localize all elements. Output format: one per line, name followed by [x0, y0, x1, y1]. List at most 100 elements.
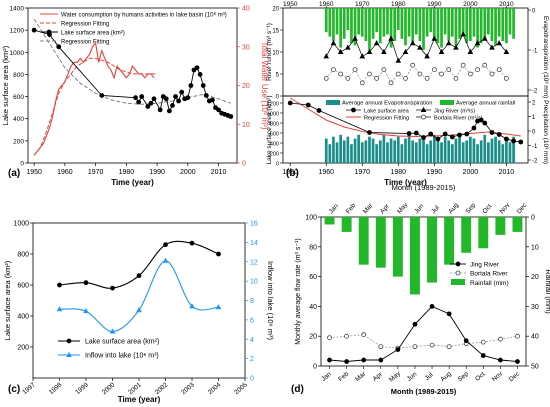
panel-b-jing-line — [325, 33, 507, 62]
panel-b-bortala-point — [503, 76, 509, 81]
panel-b-bortala-point — [374, 76, 380, 81]
panel-a-ytick-right-label: 20 — [242, 83, 250, 90]
panel-c-inflow-point — [83, 308, 89, 314]
panel-b-jing-point — [409, 40, 416, 46]
panel-d-top-month: Jan — [328, 202, 340, 215]
panel-c-legend-label: Lake surface area (km²) — [85, 339, 159, 346]
panel-b-legend-label: Bortala River (m³/s) — [434, 115, 483, 121]
panel-d-jing-point — [327, 357, 332, 363]
panel-c-area-point — [216, 251, 221, 257]
panel-b-jing-point — [431, 35, 438, 41]
panel-b-rainfall-bar — [458, 8, 461, 39]
panel-b-bortala-point — [381, 67, 387, 72]
panel-b-area-point — [457, 132, 462, 138]
panel-b-right-lower-tick-label: 0 — [532, 130, 536, 136]
panel-b-evap-bar — [440, 142, 443, 163]
panel-c-area-line — [59, 240, 219, 289]
panel-b-rainfall-bar — [429, 8, 433, 33]
panel-b-fit-line — [289, 97, 521, 138]
panel-b-jing-point — [373, 40, 380, 46]
panel-a-area-point — [99, 93, 105, 98]
panel-b-evap-bar — [512, 136, 515, 163]
panel-b-rainfall-bar — [512, 8, 515, 39]
panel-b-rainfall-bar — [378, 8, 382, 44]
panel-b-evap-bar — [465, 140, 469, 163]
panel-b-area-point — [287, 100, 293, 106]
panel-d-rainfall-bar — [341, 217, 352, 232]
panel-b-jing-point — [359, 53, 366, 59]
panel-d-legend-marker — [455, 261, 461, 267]
panel-b-top-tick-label: 1970 — [355, 1, 370, 8]
panel-b-jing-point — [424, 53, 430, 59]
panel-a-area-point — [163, 96, 169, 102]
panel-b-bortala-point — [345, 76, 351, 81]
panel-b-rainfall-bar — [479, 8, 483, 44]
panel-b-area-point — [442, 131, 448, 137]
panel-b-jing-point — [453, 44, 459, 50]
panel-b-bortala-point — [388, 80, 394, 86]
panel-a-area-point — [145, 104, 151, 109]
panel-a-ytick-label: 0 — [20, 161, 24, 168]
panel-b-rainfall-bar — [324, 8, 328, 33]
panel-c-area-point — [57, 282, 62, 288]
panel-b-right-lower-tick-label: -2 — [532, 159, 538, 165]
panel-b-right-upper-tick-label: 0 — [532, 9, 536, 15]
panel-b-rainfall-bar — [450, 8, 454, 37]
panel-c-ytick-label: 600 — [17, 283, 29, 290]
panel-b-evap-bar — [407, 134, 411, 163]
panel-d-xtick-label: Feb — [337, 370, 350, 383]
panel-a-area-point — [31, 27, 37, 33]
panel-b-area-point — [471, 125, 477, 131]
panel-c-legend-label: Inflow into lake (10⁸ m³) — [85, 353, 159, 360]
panel-b-evap-bar — [494, 136, 497, 163]
panel-a-ytick-right-label: 40 — [242, 6, 250, 13]
panel-c-ytick-right-label: 2 — [250, 356, 254, 363]
panel-a-area-point — [228, 114, 234, 119]
panel-a-area-point — [213, 105, 218, 111]
panel-d-legend-label: Jing River — [470, 262, 500, 269]
panel-a-area-point — [166, 108, 172, 114]
panel-b-area-point — [511, 138, 516, 144]
panel-c-area-point — [189, 240, 195, 246]
panel-b-bortala-point — [446, 67, 452, 72]
panel-b-bortala-point — [467, 71, 473, 77]
panel-b-evap-bar — [429, 140, 433, 163]
panel-b-evap-bar — [400, 144, 404, 163]
panel-b-jing-point — [345, 44, 351, 50]
panel-b-evap-bar — [508, 142, 512, 163]
panel-a-area-point — [188, 83, 194, 88]
panel-b-rainfall-bar — [382, 8, 386, 37]
panel-d-rainfall-bar — [461, 217, 472, 253]
panel-b-rainfall-bar — [425, 8, 429, 37]
panel-c-area-point — [163, 242, 168, 248]
panel-b-jing-point — [337, 48, 344, 55]
panel-d-jing-point — [429, 303, 435, 309]
panel-b-jing-point — [395, 57, 402, 63]
panel-b-bortala-point — [410, 62, 416, 68]
panel-b-bortala-point — [331, 67, 336, 72]
panel-b-rainfall-bar — [342, 8, 346, 39]
panel-b-evap-bar — [332, 136, 335, 163]
panel-c-xtick-label: 1999 — [74, 381, 90, 396]
panel-b-rainfall-bar — [497, 8, 501, 37]
panel-d-top-month: May — [396, 201, 410, 215]
panel-d-xtick-label: Oct — [474, 371, 486, 383]
panel-d-ytick-label: 40 — [309, 304, 317, 311]
panel-b-evap-bar — [350, 144, 353, 163]
panel-d-ytick-right-label: 30 — [531, 304, 539, 311]
panel-b-evap-bar — [487, 142, 490, 163]
panel-b-jing-point — [474, 40, 481, 46]
panel-d-top-month: Oct — [481, 203, 493, 215]
panel-b-evap-bar — [418, 138, 422, 163]
panel-d-jing-point — [378, 357, 384, 363]
panel-b-bortala-point — [395, 71, 401, 77]
panel-b-jing-point — [445, 40, 452, 46]
panel-b-xlabel: Time (year) — [384, 178, 427, 187]
panel-a-area-point — [176, 98, 182, 104]
panel-b-bortala-point — [431, 67, 437, 72]
panel-b-runoff-tick-label: 0 — [276, 95, 280, 101]
panel-b-area-point — [435, 136, 441, 142]
panel-c-ytick-label: 800 — [17, 252, 29, 259]
panel-a-area-point — [194, 65, 200, 71]
panel-c-ylabel-left: Lake surface area (km²) — [3, 260, 12, 340]
